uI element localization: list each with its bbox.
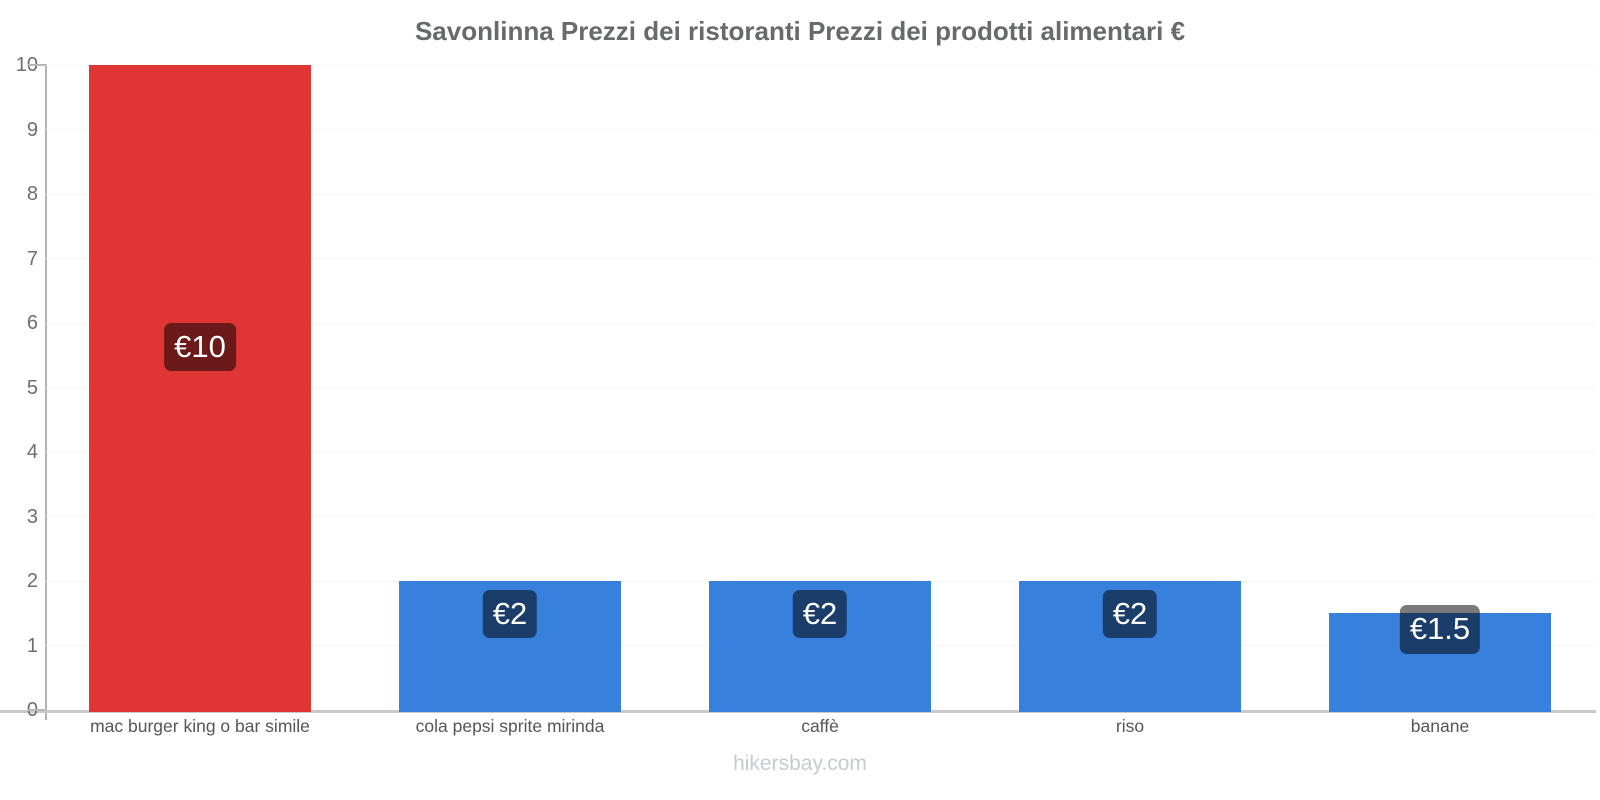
y-tick-label: 3 (26, 505, 38, 528)
y-tick-mark (28, 709, 46, 711)
gridline (46, 258, 1595, 259)
gridline (46, 64, 1595, 66)
gridline (46, 193, 1595, 195)
x-category-label: mac burger king o bar simile (90, 716, 310, 736)
bar-value-label: €1.5 (1399, 605, 1481, 654)
y-tick-label: 6 (26, 312, 38, 334)
y-tick-label: 7 (26, 247, 38, 270)
bar[interactable] (89, 65, 311, 712)
gridline (46, 451, 1595, 453)
x-category-label: riso (1115, 716, 1145, 736)
y-tick-label: 2 (26, 570, 38, 592)
gridline (46, 387, 1595, 388)
y-tick-label: 4 (26, 441, 38, 463)
y-tick-label: 5 (26, 376, 38, 399)
y-tick-label: 10 (15, 54, 38, 76)
x-category-label: cola pepsi sprite mirinda (415, 716, 605, 736)
chart-title: Savonlinna Prezzi dei ristoranti Prezzi … (414, 16, 1186, 46)
y-tick-mark (28, 64, 46, 66)
watermark: hikersbay.com (733, 752, 867, 775)
bar-value-label: €2 (1102, 590, 1158, 639)
y-tick-label: 1 (26, 634, 38, 657)
x-category-label: banane (1410, 716, 1470, 736)
gridline (46, 516, 1595, 517)
y-axis-line (45, 64, 47, 720)
x-category-label: caffè (801, 716, 839, 736)
bar-value-label: €2 (482, 590, 538, 639)
bar-value-label: €2 (792, 590, 848, 639)
y-tick-label: 8 (26, 183, 38, 205)
bar-value-label: €10 (164, 322, 236, 372)
gridline (46, 322, 1595, 324)
y-tick-label: 9 (26, 118, 38, 141)
gridline (46, 129, 1595, 130)
